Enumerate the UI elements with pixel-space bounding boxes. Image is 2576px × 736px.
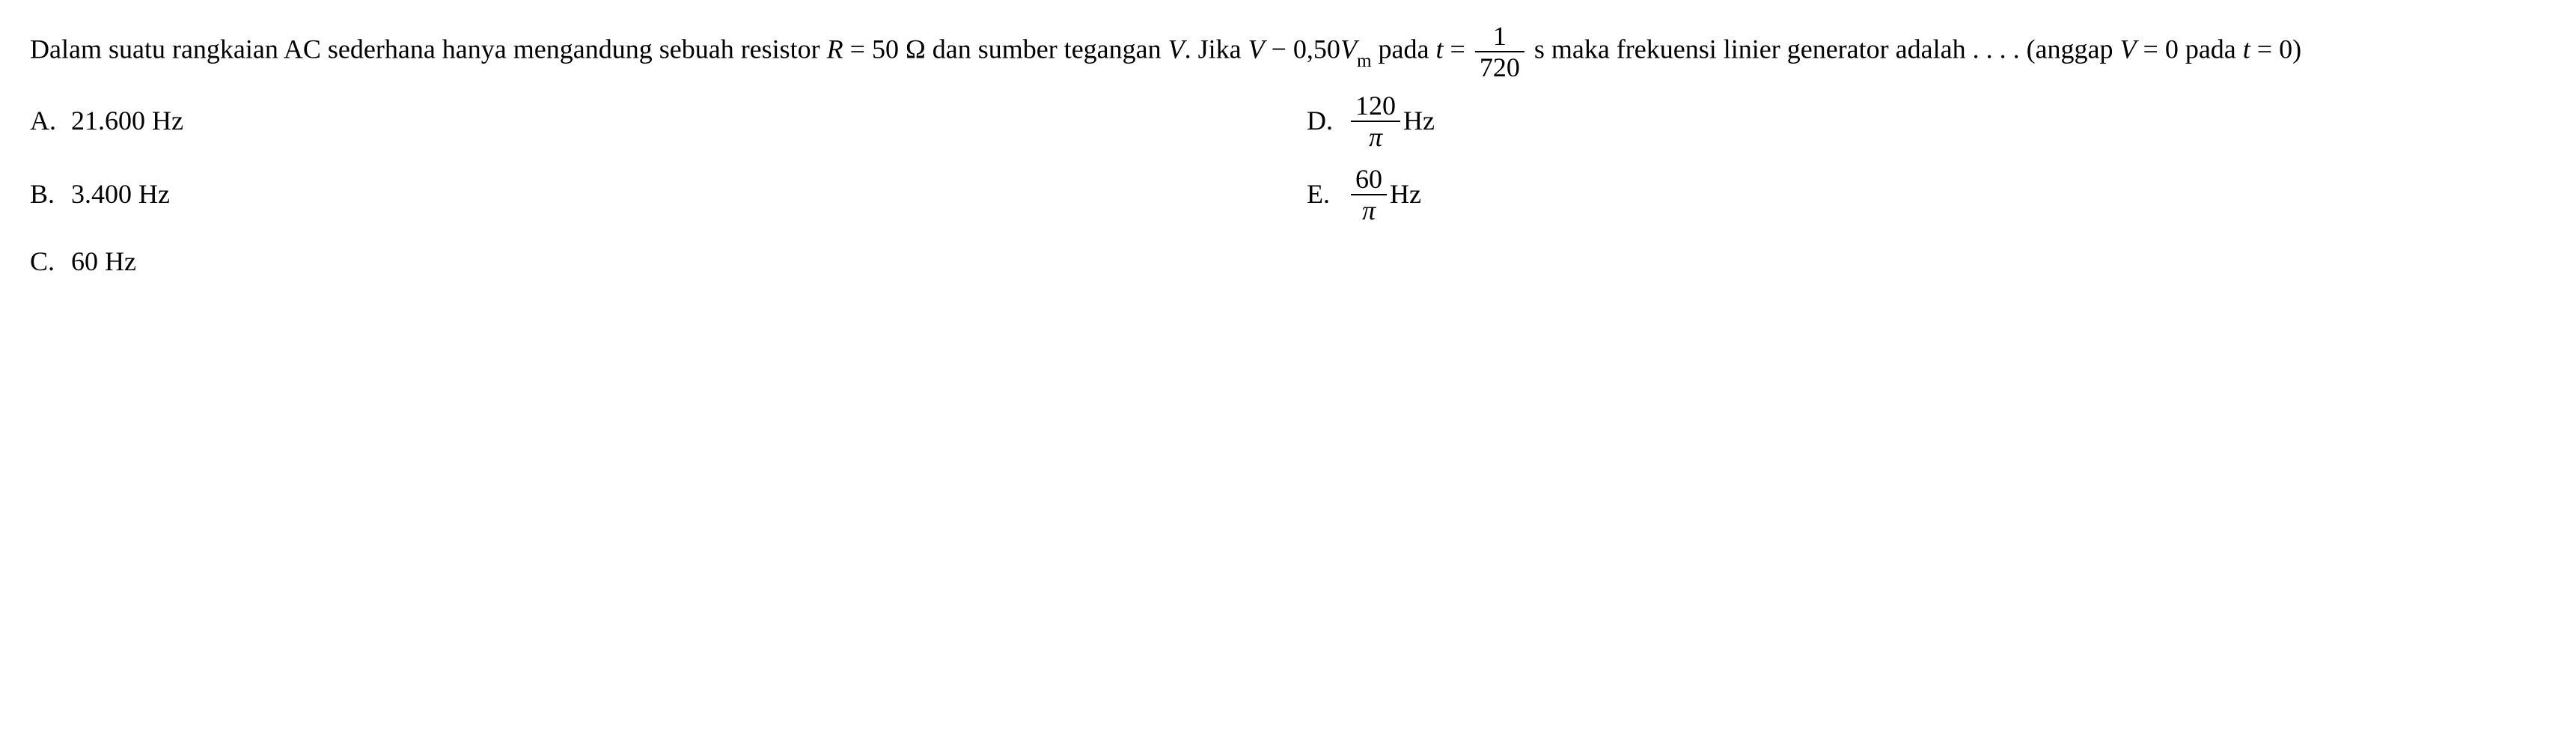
text-segment: = 0) <box>2250 34 2301 64</box>
variable-r: R <box>827 34 843 64</box>
option-e-unit: Hz <box>1390 171 1421 217</box>
text-segment: = <box>1444 34 1472 64</box>
fraction-numerator: 1 <box>1475 22 1524 52</box>
option-c-value: 60 Hz <box>71 239 136 285</box>
option-c: C. 60 Hz <box>30 239 1269 285</box>
option-c-label: C. <box>30 239 71 285</box>
option-e: E. 60 π Hz <box>1307 165 2546 224</box>
text-segment: − 0,50 <box>1265 34 1340 64</box>
option-b: B. 3.400 Hz <box>30 165 1269 224</box>
text-segment: = 0 pada <box>2137 34 2243 64</box>
variable-v: V <box>2120 34 2137 64</box>
fraction-denominator: π <box>1351 122 1400 150</box>
option-a-value: 21.600 Hz <box>71 98 183 144</box>
variable-v: V <box>1168 34 1185 64</box>
fraction-60-pi: 60 π <box>1351 165 1387 224</box>
subscript-m: m <box>1357 51 1372 71</box>
fraction-denominator: 720 <box>1475 52 1524 81</box>
variable-t: t <box>2243 34 2250 64</box>
options-container: A. 21.600 Hz B. 3.400 Hz C. 60 Hz D. 120… <box>30 92 2546 285</box>
option-b-value: 3.400 Hz <box>71 171 170 217</box>
fraction-120-pi: 120 π <box>1351 92 1400 150</box>
text-segment: = 50 Ω dan sumber tegangan <box>843 34 1168 64</box>
fraction-numerator: 60 <box>1351 165 1387 195</box>
text-segment: pada <box>1372 34 1436 64</box>
option-b-label: B. <box>30 171 71 217</box>
option-a: A. 21.600 Hz <box>30 92 1269 150</box>
option-e-label: E. <box>1307 171 1348 217</box>
fraction-1-720: 1720 <box>1475 22 1524 81</box>
variable-v: V <box>1340 34 1357 64</box>
option-d-label: D. <box>1307 98 1348 144</box>
option-d-unit: Hz <box>1403 98 1435 144</box>
text-segment: Dalam suatu rangkaian AC sederhana hanya… <box>30 34 827 64</box>
question-text: Dalam suatu rangkaian AC sederhana hanya… <box>30 22 2546 81</box>
fraction-denominator: π <box>1351 195 1387 224</box>
option-d: D. 120 π Hz <box>1307 92 2546 150</box>
text-segment: . Jika <box>1185 34 1248 64</box>
option-a-label: A. <box>30 98 71 144</box>
variable-t: t <box>1436 34 1444 64</box>
fraction-numerator: 120 <box>1351 92 1400 122</box>
text-segment: s maka frekuensi linier generator adalah… <box>1527 34 2120 64</box>
variable-v: V <box>1248 34 1265 64</box>
